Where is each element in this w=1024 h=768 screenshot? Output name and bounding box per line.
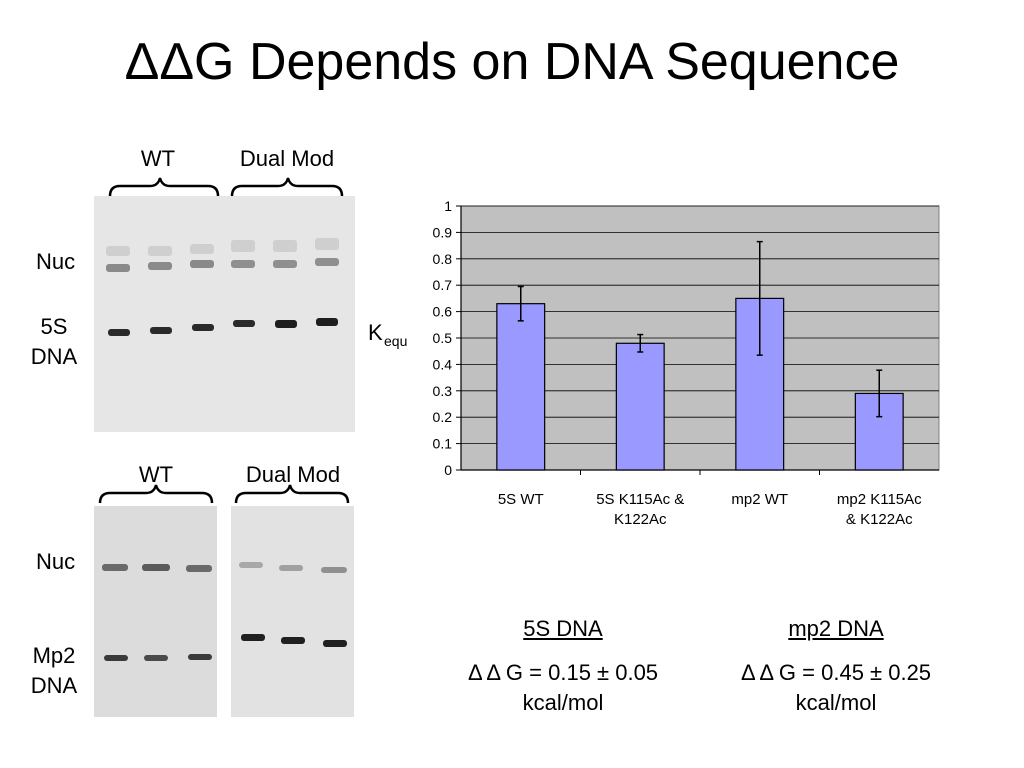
result-mp2-heading: mp2 DNA: [788, 616, 884, 641]
x-tick-label: 5S K115Ac &: [596, 491, 684, 508]
y-tick-label: 0: [444, 462, 452, 478]
gel-top-group-wt: WT: [140, 146, 176, 171]
band: [148, 262, 172, 270]
band: [190, 260, 214, 268]
band: [241, 634, 265, 641]
band: [188, 654, 212, 660]
band: [150, 327, 172, 334]
gel-top-nuc-label: Nuc: [36, 249, 76, 274]
band: [104, 655, 128, 661]
band: [231, 260, 255, 268]
y-tick-label: 0.7: [433, 277, 453, 293]
brace-wt: [108, 177, 220, 197]
brace-wt: [98, 484, 214, 504]
band: [142, 564, 170, 571]
gel-bottom-group-dual-mod: Dual Mod: [245, 462, 341, 487]
gel-bottom-image-dual-mod: [231, 506, 354, 717]
result-5s-unit: kcal/mol: [522, 690, 604, 715]
band: [316, 318, 338, 326]
band: [239, 562, 263, 568]
x-tick-label: 5S WT: [498, 491, 544, 508]
gel-bottom-nuc-label: Nuc: [36, 549, 76, 574]
bar: [496, 303, 546, 471]
band: [106, 264, 130, 272]
gel-top-dna-label-1: 5S: [40, 314, 68, 339]
gel-top-image: [94, 196, 355, 432]
band: [273, 260, 297, 268]
y-tick-label: 0.9: [433, 224, 453, 240]
band: [233, 320, 255, 327]
y-tick-label: 1: [444, 198, 452, 214]
band: [275, 320, 297, 328]
y-tick-label: 0.1: [433, 436, 453, 452]
gel-top-dna-label-2: DNA: [30, 344, 78, 369]
y-tick-label: 0.4: [433, 356, 453, 372]
gel-bottom-dna-label-1: Mp2: [32, 643, 76, 668]
y-axis-label-subscript: equ: [384, 333, 407, 349]
x-tick-label: K122Ac: [614, 511, 667, 528]
brace-dual-mod: [234, 484, 350, 504]
x-tick-label: mp2 K115Ac: [837, 491, 922, 508]
keq-bar-chart: 0 0.1 0.2 0.3 0.4 0.5 0.6 0.7 0.8 0.9 1 K equ 5S WT 5S…: [368, 198, 940, 528]
result-mp2-unit: kcal/mol: [795, 690, 877, 715]
y-tick-label: 0.6: [433, 304, 453, 320]
slide-title: ΔΔG Depends on DNA Sequence: [124, 33, 900, 91]
band: [279, 565, 303, 571]
gel-top-braces: [108, 177, 344, 197]
result-mp2-ddg: Δ Δ G = 0.45 ± 0.25: [740, 660, 932, 685]
band: [186, 565, 212, 572]
y-tick-label: 0.5: [433, 330, 453, 346]
gel-bottom-image-wt: [94, 506, 217, 717]
y-tick-label: 0.2: [433, 409, 453, 425]
band: [192, 324, 214, 331]
x-tick-label: mp2 WT: [731, 491, 788, 508]
y-tick-label: 0.3: [433, 383, 453, 399]
bar: [615, 342, 665, 471]
gel-bottom-group-wt: WT: [138, 462, 174, 487]
gel-bottom-dna-label-2: DNA: [30, 673, 78, 698]
band: [321, 567, 347, 573]
result-5s-heading: 5S DNA: [523, 616, 603, 641]
y-axis-label: K: [368, 320, 383, 345]
band: [281, 637, 305, 644]
band: [323, 640, 347, 647]
result-5s-ddg: Δ Δ G = 0.15 ± 0.05: [467, 660, 659, 685]
band: [102, 564, 128, 571]
brace-dual-mod: [230, 177, 344, 197]
gel-top-group-dual-mod: Dual Mod: [239, 146, 335, 171]
x-tick-label: & K122Ac: [846, 511, 913, 528]
band: [144, 655, 168, 661]
band: [315, 258, 339, 266]
y-tick-label: 0.8: [433, 251, 453, 267]
band: [108, 329, 130, 336]
gel-bottom-braces: [98, 484, 350, 504]
